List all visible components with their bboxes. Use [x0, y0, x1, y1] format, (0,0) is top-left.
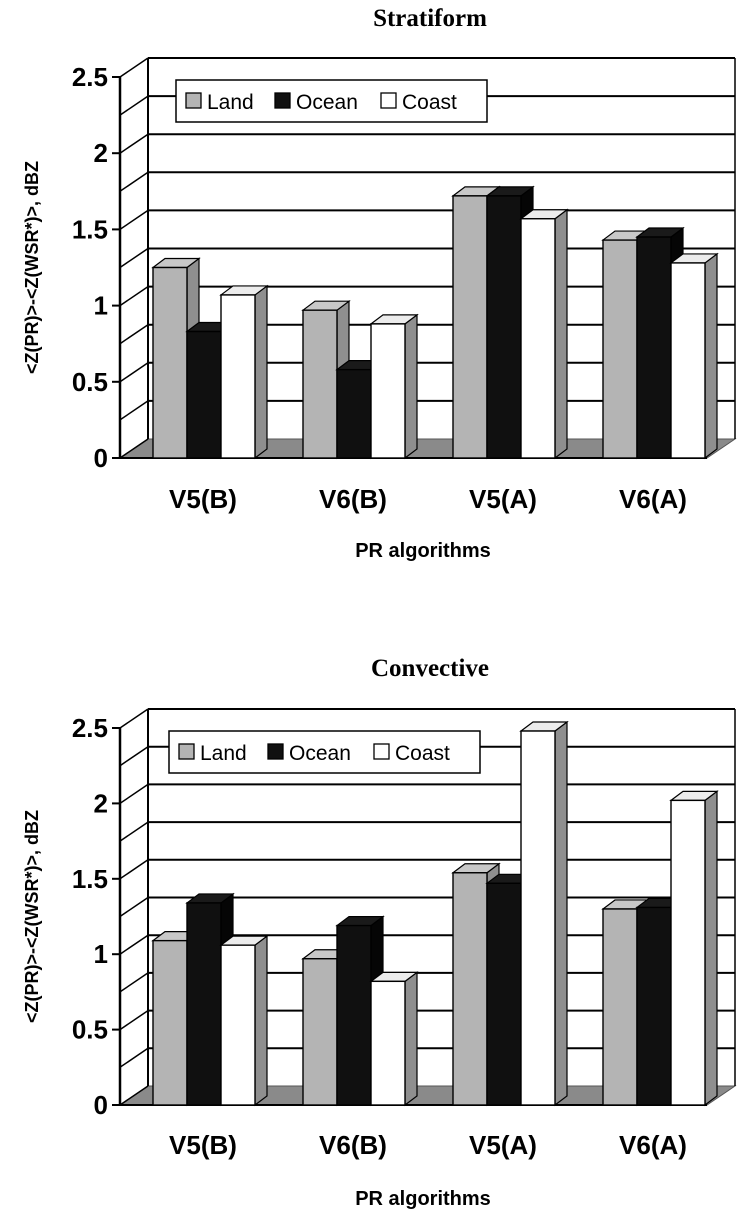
gridline-depth: [119, 57, 149, 78]
bar-land-v6a: [602, 239, 638, 459]
legend-label-ocean: Ocean: [296, 91, 358, 114]
bar-ocean-v5b: [186, 902, 222, 1106]
bar-side: [554, 720, 568, 1107]
y-tick-label: 2: [94, 138, 108, 168]
gridline-depth: [119, 438, 149, 459]
x-tick-label: V5(B): [169, 484, 237, 514]
x-tick-label: V6(A): [619, 484, 687, 514]
legend-box: [175, 79, 488, 123]
y-tick-label: 0: [94, 1090, 108, 1120]
gridline-depth-minor: [119, 1047, 149, 1068]
legend-swatch-ocean: [267, 743, 284, 760]
legend: Land Ocean Coast: [175, 79, 488, 123]
bar-coast-v6a: [670, 799, 706, 1106]
bar-side: [704, 790, 718, 1107]
x-tick-label: V5(A): [469, 484, 537, 514]
gridline-depth-minor: [119, 171, 149, 192]
chart-title: Convective: [371, 655, 489, 682]
bar-ocean-v6b: [336, 368, 372, 459]
bar-side: [404, 971, 418, 1107]
gridline-depth: [119, 133, 149, 154]
y-tick-label: 1.5: [72, 214, 108, 244]
legend-swatch-coast: [380, 92, 397, 109]
legend-label-ocean: Ocean: [289, 742, 351, 765]
gridline-depth-minor: [119, 821, 149, 842]
gridline-depth: [119, 285, 149, 307]
bar-side: [704, 252, 718, 460]
bar-land-v5a: [452, 872, 488, 1106]
y-axis-label: <Z(PR)>-<Z(WSR*)>, dBZ: [22, 161, 42, 374]
y-tick-label: 2.5: [72, 62, 108, 92]
gridline-depth: [119, 934, 149, 955]
chart-title: Stratiform: [373, 5, 487, 32]
gridline-depth: [119, 362, 149, 383]
bar-side: [254, 284, 268, 460]
bar-land-v5a: [452, 195, 488, 459]
bar-land-v6a: [602, 908, 638, 1106]
y-tick-label: 2.5: [72, 713, 108, 743]
bar-ocean-v6a: [636, 236, 672, 459]
bar-coast-v6b: [370, 323, 406, 459]
y-tick-label: 0.5: [72, 1015, 108, 1045]
gridline-depth-minor: [119, 324, 149, 345]
gridline-depth-minor: [119, 95, 149, 116]
legend-swatch-ocean: [274, 92, 291, 109]
gridline-depth-minor: [119, 746, 149, 767]
x-tick-label: V6(B): [319, 484, 387, 514]
bar-side: [404, 313, 418, 460]
x-axis-label: PR algorithms: [355, 540, 491, 562]
y-tick-label: 1: [94, 939, 108, 969]
bar-land-v5b: [152, 266, 188, 459]
bar-ocean-v6a: [636, 906, 672, 1106]
bar-ocean-v5b: [186, 330, 222, 459]
bar-coast-v5a: [520, 730, 556, 1106]
bar-side: [554, 208, 568, 460]
x-tick-label: V6(B): [319, 1130, 387, 1160]
legend-swatch-land: [185, 92, 202, 109]
legend-label-land: Land: [207, 91, 254, 114]
x-tick-label: V5(A): [469, 1130, 537, 1160]
bar-land-v5b: [152, 939, 188, 1106]
bar-coast-v5b: [220, 294, 256, 459]
bar-ocean-v6b: [336, 924, 372, 1106]
y-tick-label: 0: [94, 443, 108, 473]
bar-land-v6b: [302, 958, 338, 1106]
gridline-depth: [119, 209, 149, 231]
gridline-depth-minor: [119, 400, 149, 421]
bar-coast-v6a: [670, 262, 706, 459]
x-tick-label: V6(A): [619, 1130, 687, 1160]
legend-swatch-coast: [373, 743, 390, 760]
y-tick-label: 2: [94, 788, 108, 818]
gridline-depth: [119, 783, 149, 805]
gridline-depth: [119, 859, 149, 880]
y-tick-label: 0.5: [72, 367, 108, 397]
bar-ocean-v5a: [486, 195, 522, 459]
bar-land-v6b: [302, 309, 338, 459]
legend: Land Ocean Coast: [168, 730, 481, 774]
x-axis-label: PR algorithms: [355, 1188, 491, 1210]
legend-label-land: Land: [200, 742, 247, 765]
bar-coast-v6b: [370, 980, 406, 1106]
bar-coast-v5b: [220, 944, 256, 1106]
bar-side: [254, 934, 268, 1107]
gridline-depth: [119, 1085, 149, 1106]
chart-stratiform: Stratiform 0 0.5 1 1.5 2 2.5 V5(B) V6(B) V5(A) V6(…: [22, 5, 737, 562]
legend-box: [168, 730, 481, 774]
x-tick-label: V5(B): [169, 1130, 237, 1160]
legend-label-coast: Coast: [395, 742, 450, 765]
bar-coast-v5a: [520, 218, 556, 459]
legend-label-coast: Coast: [402, 91, 457, 114]
gridline-depth: [119, 1009, 149, 1031]
gridline-depth-minor: [119, 972, 149, 993]
y-axis-label: <Z(PR)>-<Z(WSR*)>, dBZ: [22, 810, 42, 1023]
gridline-depth: [119, 708, 149, 729]
gridline-depth-minor: [119, 896, 149, 918]
legend-swatch-land: [178, 743, 195, 760]
y-tick-label: 1: [94, 291, 108, 321]
y-tick-label: 1.5: [72, 864, 108, 894]
gridline-depth-minor: [119, 247, 149, 269]
chart-convective: Convective 0 0.5 1 1.5 2 2.5 V5(B) V6(B) V5(A) V6(…: [22, 655, 737, 1210]
bar-ocean-v5a: [486, 882, 522, 1106]
